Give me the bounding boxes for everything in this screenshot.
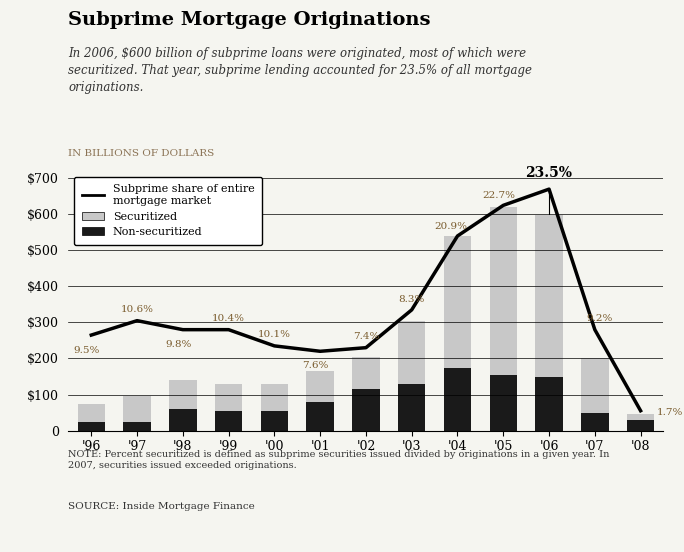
Bar — [627, 420, 655, 431]
Text: IN BILLIONS OF DOLLARS: IN BILLIONS OF DOLLARS — [68, 149, 215, 158]
Text: 10.6%: 10.6% — [120, 305, 154, 314]
Bar — [77, 422, 105, 431]
Bar — [123, 422, 150, 431]
Text: 22.7%: 22.7% — [482, 191, 515, 200]
Bar — [261, 384, 288, 411]
Bar — [536, 376, 563, 431]
Bar — [444, 236, 471, 368]
Text: 9.8%: 9.8% — [165, 339, 192, 349]
Bar — [398, 321, 425, 384]
Text: 7.4%: 7.4% — [353, 332, 379, 341]
Text: SOURCE: Inside Mortgage Finance: SOURCE: Inside Mortgage Finance — [68, 502, 255, 511]
Bar — [215, 384, 242, 411]
Text: 9.5%: 9.5% — [73, 346, 100, 355]
Bar — [490, 375, 517, 431]
Bar — [352, 389, 380, 431]
Text: 9.2%: 9.2% — [586, 314, 613, 323]
Text: 8.3%: 8.3% — [399, 295, 425, 305]
Bar — [352, 357, 380, 389]
Bar — [444, 368, 471, 431]
Bar — [581, 358, 609, 412]
Text: 1.7%: 1.7% — [657, 408, 683, 417]
Bar — [77, 404, 105, 422]
Text: 10.4%: 10.4% — [212, 314, 245, 323]
Bar — [536, 215, 563, 376]
Legend: Subprime share of entire
mortgage market, Securitized, Non-securitized: Subprime share of entire mortgage market… — [74, 177, 263, 245]
Text: NOTE: Percent securitized is defined as subprime securities issued divided by or: NOTE: Percent securitized is defined as … — [68, 450, 609, 470]
Bar — [627, 415, 655, 420]
Bar — [169, 409, 196, 431]
Bar — [123, 396, 150, 422]
Text: 23.5%: 23.5% — [525, 166, 573, 180]
Bar — [306, 402, 334, 431]
Bar — [398, 384, 425, 431]
Text: In 2006, $600 billion of subprime loans were originated, most of which were
secu: In 2006, $600 billion of subprime loans … — [68, 47, 532, 94]
Bar — [261, 411, 288, 431]
Text: 20.9%: 20.9% — [434, 221, 467, 231]
Bar — [490, 207, 517, 375]
Text: 10.1%: 10.1% — [258, 331, 291, 339]
Bar — [169, 380, 196, 409]
Text: Subprime Mortgage Originations: Subprime Mortgage Originations — [68, 11, 431, 29]
Text: 7.6%: 7.6% — [302, 362, 329, 370]
Bar — [306, 371, 334, 402]
Bar — [581, 412, 609, 431]
Bar — [215, 411, 242, 431]
